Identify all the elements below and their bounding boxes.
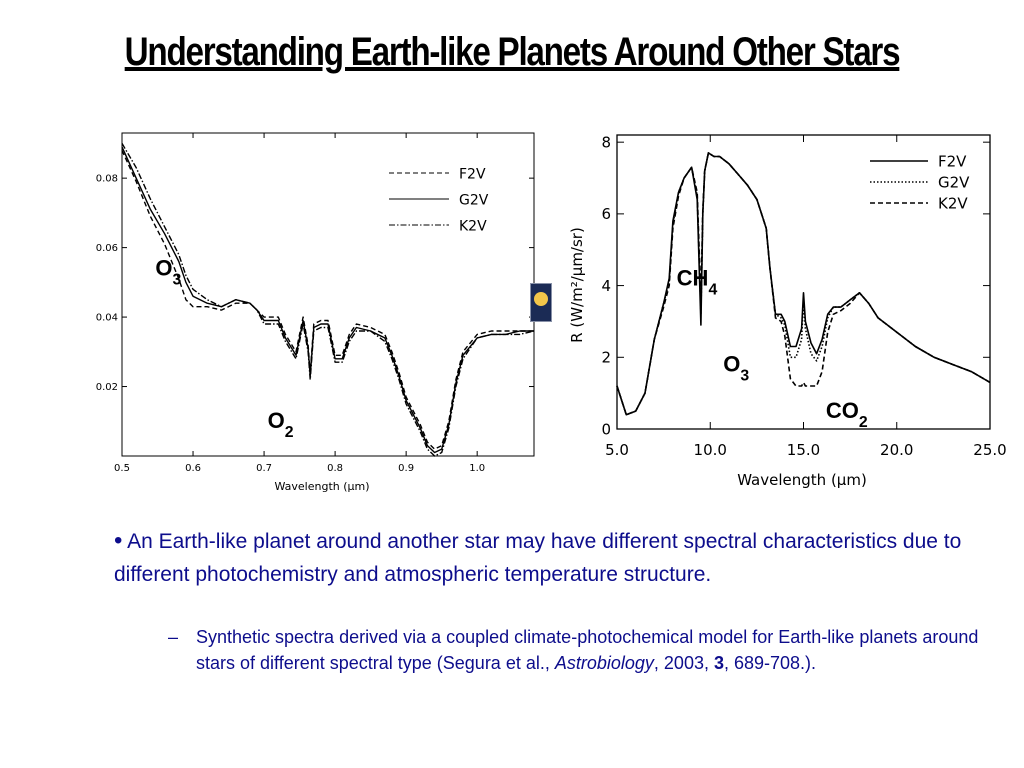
slide-title: Understanding Earth-like Planets Around … bbox=[124, 30, 901, 74]
telescope-light-icon bbox=[534, 292, 548, 306]
legend-label: K2V bbox=[459, 218, 487, 234]
legend-label: F2V bbox=[938, 153, 967, 171]
x-tick-label: 0.7 bbox=[256, 463, 272, 474]
volume-number: 3 bbox=[713, 653, 724, 673]
visible-spectrum-chart: 0.5 0.6 0.7 0.8 0.9 1.0 0.02 0.04 0.06 0.08 F2V G… bbox=[96, 132, 535, 493]
x-tick-label: 1.0 bbox=[469, 463, 485, 474]
x-tick-label: 25.0 bbox=[973, 441, 1006, 459]
legend-label: F2V bbox=[459, 166, 486, 182]
legend-label: K2V bbox=[938, 195, 968, 213]
molecule-label: O3 bbox=[155, 255, 181, 287]
x-tick-label: 15.0 bbox=[787, 441, 820, 459]
bullet-dot: • bbox=[114, 527, 123, 554]
molecule-label: O2 bbox=[268, 408, 294, 441]
annotations-left: O3 O2 bbox=[155, 255, 293, 440]
x-tick-label: 0.8 bbox=[327, 463, 343, 474]
bullet-sub-text-1: Synthetic spectra derived via a coupled … bbox=[196, 627, 979, 673]
series-line-g2v bbox=[121, 146, 534, 454]
x-tick-label: 5.0 bbox=[605, 441, 629, 459]
bullet-sub-text-2: , 2003, bbox=[653, 653, 714, 673]
legend-right: F2V G2V K2V bbox=[870, 153, 970, 213]
annotations-right: CH4 O3 CO2 bbox=[677, 266, 868, 431]
y-tick-label: 0.02 bbox=[96, 382, 118, 393]
y-tick-label: 0.08 bbox=[96, 174, 118, 185]
x-tick-label: 0.6 bbox=[185, 463, 201, 474]
x-axis-label-left: Wavelength (μm) bbox=[274, 480, 369, 493]
x-tick-label: 0.9 bbox=[398, 463, 414, 474]
x-axis-label-right: Wavelength (μm) bbox=[737, 471, 867, 489]
series-line-k2v bbox=[121, 143, 535, 457]
y-tick-label: 0.06 bbox=[96, 243, 118, 254]
bullet-sub-dash: – bbox=[168, 627, 179, 647]
series-line-f2v bbox=[121, 150, 534, 450]
series-right bbox=[616, 152, 991, 416]
x-ticks-right: 5.0 10.0 15.0 20.0 25.0 bbox=[605, 135, 1007, 459]
y-tick-label: 2 bbox=[601, 349, 611, 367]
hubble-telescope-icon bbox=[530, 283, 552, 322]
y-tick-label: 0 bbox=[601, 420, 611, 438]
y-axis-label-right: R (W/m²/μm/sr) bbox=[568, 227, 586, 343]
bullet-sub-text-3: , 689-708.). bbox=[723, 653, 817, 673]
y-ticks-left: 0.02 0.04 0.06 0.08 bbox=[96, 174, 534, 393]
y-tick-label: 8 bbox=[601, 133, 611, 151]
journal-name: Astrobiology bbox=[554, 653, 654, 673]
molecule-label: CH4 bbox=[677, 266, 718, 299]
bullet-main: • An Earth-like planet around another st… bbox=[114, 524, 994, 591]
x-tick-label: 10.0 bbox=[694, 441, 727, 459]
legend-left: F2V G2V K2V bbox=[389, 166, 489, 234]
legend-label: G2V bbox=[459, 192, 489, 208]
series-left bbox=[121, 143, 535, 457]
plot-frame-right bbox=[616, 134, 991, 430]
x-tick-label: 0.5 bbox=[114, 463, 130, 474]
molecule-label: O3 bbox=[723, 352, 749, 385]
x-tick-label: 20.0 bbox=[880, 441, 913, 459]
y-tick-label: 0.04 bbox=[96, 313, 118, 324]
legend-label: G2V bbox=[938, 174, 970, 192]
series-line-f2v bbox=[616, 152, 991, 416]
y-tick-label: 4 bbox=[601, 277, 611, 295]
molecule-label: CO2 bbox=[826, 398, 868, 431]
y-tick-label: 6 bbox=[601, 205, 611, 223]
series-line-g2v bbox=[616, 152, 991, 416]
bullet-sub: – Synthetic spectra derived via a couple… bbox=[168, 624, 1002, 676]
series-line-k2v bbox=[616, 152, 991, 416]
infrared-spectrum-chart: 5.0 10.0 15.0 20.0 25.0 0 2 4 6 8 F2V G2V K2V CH4 O… bbox=[568, 133, 1007, 489]
y-ticks-right: 0 2 4 6 8 bbox=[601, 133, 990, 438]
x-ticks-left: 0.5 0.6 0.7 0.8 0.9 1.0 bbox=[114, 133, 485, 474]
plot-frame bbox=[616, 134, 991, 430]
bullet-main-text: An Earth-like planet around another star… bbox=[114, 530, 962, 586]
